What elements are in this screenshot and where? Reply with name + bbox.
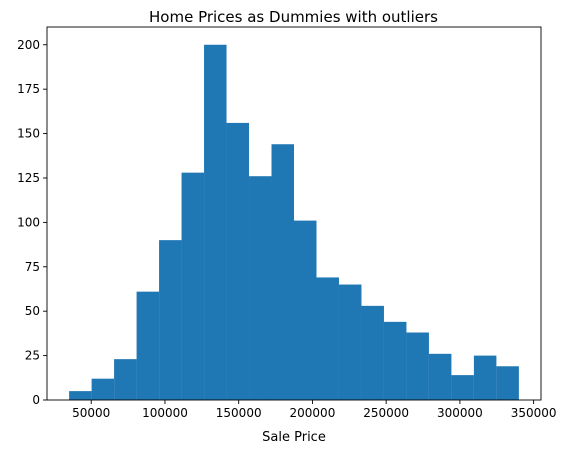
histogram-bar [249, 176, 272, 400]
y-tick-label: 75 [25, 260, 40, 274]
y-tick-label: 175 [17, 82, 40, 96]
histogram-bar [361, 305, 384, 400]
x-axis: 50000 100000 150000 200000 250000 300000 35000… [72, 400, 557, 420]
x-tick-label: 300000 [437, 406, 483, 420]
y-tick-label: 0 [32, 393, 40, 407]
histogram-bar [473, 355, 497, 400]
histogram-bar [136, 291, 160, 400]
histogram-bar [428, 353, 452, 400]
y-tick-label: 150 [17, 127, 40, 141]
x-tick-label: 350000 [511, 406, 557, 420]
histogram-bar [69, 391, 92, 400]
histogram-bar [294, 220, 317, 400]
x-tick-label: 150000 [216, 406, 262, 420]
histogram-bar [496, 366, 519, 400]
y-tick-label: 125 [17, 171, 40, 185]
histogram-bar [204, 44, 227, 401]
y-tick-label: 200 [17, 38, 40, 52]
histogram-bar [316, 277, 339, 400]
plot-frame [46, 26, 542, 401]
histogram-bar [114, 359, 137, 400]
chart-title: Home Prices as Dummies with outliers [149, 8, 438, 26]
x-tick-label: 100000 [142, 406, 188, 420]
y-tick-label: 25 [25, 349, 40, 363]
histogram-bar [226, 122, 250, 401]
y-axis: 0 25 50 75 100 125 150 175 200 [17, 38, 47, 407]
histogram-bar [91, 378, 115, 400]
histogram-bar [181, 172, 205, 400]
histogram-bar [338, 284, 362, 400]
histogram-bar [383, 321, 407, 400]
histogram-bar [159, 240, 182, 400]
y-tick-label: 50 [25, 304, 40, 318]
x-tick-label: 250000 [363, 406, 409, 420]
y-tick-label: 100 [17, 215, 40, 229]
bars-group [69, 44, 519, 401]
x-tick-label: 50000 [72, 406, 110, 420]
histogram-bar [271, 144, 294, 400]
x-axis-label: Sale Price [262, 430, 326, 445]
histogram-bar [451, 375, 474, 400]
histogram-bar [406, 332, 429, 400]
x-tick-label: 200000 [290, 406, 336, 420]
